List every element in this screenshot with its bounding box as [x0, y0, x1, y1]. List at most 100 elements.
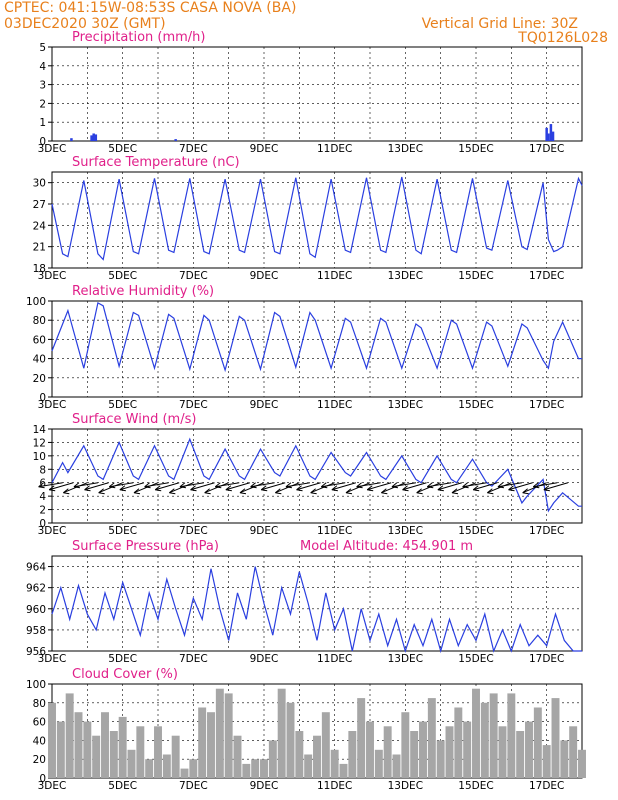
y-tick-label: 0 — [39, 136, 46, 148]
bar — [366, 721, 374, 778]
wind-barb-head — [239, 488, 247, 495]
wind-barb-head — [508, 485, 515, 492]
wind-barb — [63, 482, 88, 494]
x-tick-label: 13DEC — [388, 780, 423, 792]
bar — [533, 707, 542, 778]
wind-barb-head — [487, 488, 494, 495]
x-tick-label: 3DEC — [38, 270, 67, 282]
bar — [215, 688, 224, 778]
bar — [174, 139, 177, 141]
y-tick-label: 18 — [33, 263, 46, 275]
bar — [154, 726, 162, 778]
x-tick-label: 9DEC — [250, 270, 279, 282]
wind-barb — [38, 482, 63, 488]
wind-barb-head — [285, 482, 293, 489]
wind-barb-head — [63, 488, 70, 495]
bar — [498, 726, 507, 778]
bar — [436, 740, 445, 778]
wind-barb — [285, 482, 311, 488]
panel-title: Cloud Cover (%) — [72, 667, 178, 682]
x-tick-label: 15DEC — [458, 653, 493, 665]
wind-barb — [437, 482, 463, 491]
wind-barb — [49, 482, 74, 491]
wind-barb — [345, 482, 371, 494]
bar — [419, 721, 427, 778]
x-tick-label: 3DEC — [38, 143, 67, 155]
x-tick-label: 17DEC — [529, 780, 564, 792]
wind-barb-head — [48, 485, 56, 492]
y-tick-label: 0 — [39, 773, 46, 785]
wind-barb — [462, 482, 487, 488]
wind-barb-head — [543, 485, 550, 492]
wind-barb — [98, 482, 123, 494]
y-tick-label: 40 — [33, 735, 46, 747]
panel-6: 0 20 40 60 80 100 3DEC 5DEC 7DEC 9DEC 11DEC 13DEC 15… — [26, 667, 586, 792]
wind-barb-head — [437, 485, 444, 492]
bar — [48, 702, 56, 778]
wind-barb — [204, 482, 229, 494]
wind-barb-head — [190, 485, 197, 492]
wind-barb-head — [331, 485, 338, 492]
wind-barb — [275, 482, 300, 494]
wind-barb-head — [426, 482, 434, 489]
wind-barb-head — [260, 485, 268, 492]
bar — [348, 731, 357, 778]
x-tick-label: 17DEC — [529, 525, 564, 537]
bar — [198, 707, 207, 778]
wind-barb — [239, 482, 265, 494]
series-line — [51, 437, 582, 513]
x-tick-label: 11DEC — [317, 399, 352, 411]
bar — [251, 759, 260, 778]
wind-barb — [321, 482, 346, 488]
wind-barb-head — [462, 482, 469, 489]
wind-barb — [533, 482, 558, 488]
bar — [551, 131, 555, 141]
bar — [136, 726, 145, 778]
wind-barb — [144, 482, 169, 488]
x-tick-label: 3DEC — [38, 653, 67, 665]
x-tick-label: 15DEC — [458, 399, 493, 411]
wind-barb-head — [144, 482, 151, 489]
wind-barb-head — [497, 482, 505, 489]
wind-barb — [331, 482, 357, 491]
bar — [569, 726, 578, 778]
x-tick-label: 17DEC — [529, 399, 564, 411]
x-tick-label: 7DEC — [179, 270, 208, 282]
bar — [189, 759, 198, 778]
x-tick-label: 15DEC — [458, 143, 493, 155]
y-tick-label: 956 — [26, 646, 46, 658]
y-tick-label: 40 — [33, 354, 46, 366]
panel-title: Precipitation (mm/h) — [72, 30, 205, 45]
wind-barb — [215, 482, 240, 488]
bar — [90, 135, 93, 141]
panel-title: Relative Humidity (%) — [72, 284, 214, 299]
bar — [304, 754, 313, 778]
bar — [578, 749, 586, 778]
panel-title: Surface Wind (m/s) — [72, 412, 196, 427]
bar — [480, 702, 489, 778]
wind-barb-head — [98, 488, 105, 495]
bar — [445, 726, 454, 778]
bar — [224, 693, 233, 778]
wind-barb — [497, 482, 523, 488]
wind-barb — [487, 482, 512, 494]
y-tick-label: 4 — [39, 61, 46, 73]
panel-1: 0 1 2 3 4 5 3DEC 5DEC 7DEC 9DEC 11DEC 13DEC 15DEC 17D… — [38, 30, 583, 155]
x-tick-label: 15DEC — [458, 270, 493, 282]
y-tick-label: 3 — [39, 80, 46, 92]
x-tick-label: 13DEC — [388, 143, 423, 155]
bar — [374, 749, 383, 778]
x-tick-label: 3DEC — [38, 780, 67, 792]
bar — [207, 712, 215, 778]
bar — [549, 124, 553, 141]
x-tick-label: 7DEC — [179, 143, 208, 155]
y-tick-label: 12 — [33, 437, 46, 449]
wind-barb — [84, 482, 109, 491]
y-tick-label: 0 — [39, 518, 46, 530]
y-tick-label: 8 — [39, 464, 46, 476]
panel-title: Surface Pressure (hPa) — [72, 539, 219, 554]
wind-barb-head — [381, 488, 388, 495]
wind-barb — [109, 482, 134, 488]
bar — [507, 693, 516, 778]
